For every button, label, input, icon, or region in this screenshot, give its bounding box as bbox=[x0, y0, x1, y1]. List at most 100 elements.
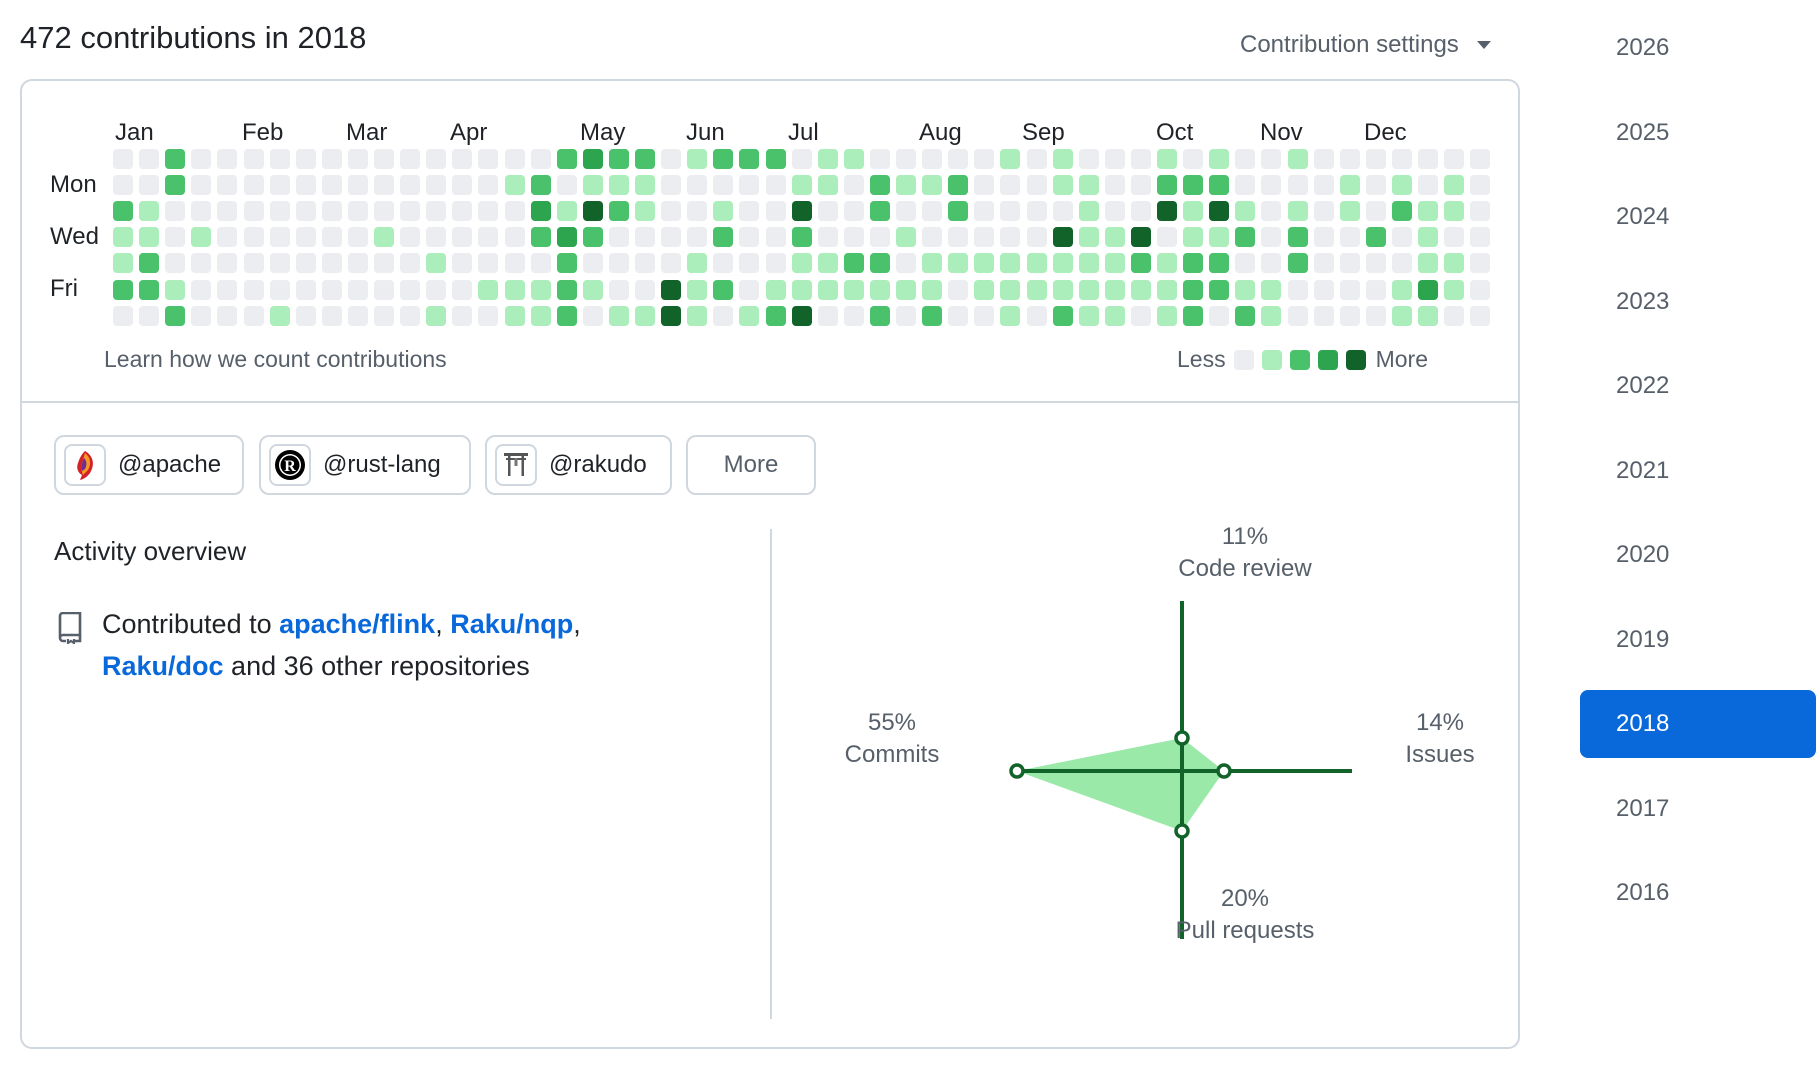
contribution-day[interactable] bbox=[531, 227, 551, 247]
contribution-day[interactable] bbox=[244, 175, 264, 195]
contribution-day[interactable] bbox=[452, 280, 472, 300]
contribution-day[interactable] bbox=[113, 201, 133, 221]
contribution-day[interactable] bbox=[1183, 280, 1203, 300]
contribution-day[interactable] bbox=[974, 227, 994, 247]
contribution-day[interactable] bbox=[113, 306, 133, 326]
contribution-day[interactable] bbox=[1157, 253, 1177, 273]
contribution-day[interactable] bbox=[348, 306, 368, 326]
contribution-day[interactable] bbox=[113, 280, 133, 300]
contribution-day[interactable] bbox=[217, 253, 237, 273]
contribution-day[interactable] bbox=[217, 201, 237, 221]
contribution-day[interactable] bbox=[661, 149, 681, 169]
contribution-day[interactable] bbox=[1105, 227, 1125, 247]
contribution-day[interactable] bbox=[766, 227, 786, 247]
contribution-day[interactable] bbox=[583, 149, 603, 169]
contribution-day[interactable] bbox=[322, 175, 342, 195]
contribution-day[interactable] bbox=[870, 280, 890, 300]
contribution-day[interactable] bbox=[1314, 227, 1334, 247]
repo-link-nqp[interactable]: Raku/nqp bbox=[450, 609, 574, 639]
contribution-day[interactable] bbox=[948, 149, 968, 169]
contribution-day[interactable] bbox=[426, 175, 446, 195]
contribution-day[interactable] bbox=[426, 306, 446, 326]
contribution-day[interactable] bbox=[348, 201, 368, 221]
contribution-day[interactable] bbox=[1183, 175, 1203, 195]
contribution-day[interactable] bbox=[1366, 149, 1386, 169]
contribution-day[interactable] bbox=[1183, 306, 1203, 326]
contribution-day[interactable] bbox=[270, 280, 290, 300]
contribution-day[interactable] bbox=[974, 175, 994, 195]
contribution-day[interactable] bbox=[1314, 306, 1334, 326]
contribution-day[interactable] bbox=[948, 227, 968, 247]
contribution-day[interactable] bbox=[1131, 253, 1151, 273]
contribution-day[interactable] bbox=[322, 227, 342, 247]
contribution-day[interactable] bbox=[583, 306, 603, 326]
contribution-day[interactable] bbox=[1209, 227, 1229, 247]
contribution-day[interactable] bbox=[1157, 175, 1177, 195]
contribution-day[interactable] bbox=[1314, 201, 1334, 221]
contribution-day[interactable] bbox=[1470, 280, 1490, 300]
contribution-day[interactable] bbox=[870, 149, 890, 169]
contribution-day[interactable] bbox=[139, 280, 159, 300]
contribution-day[interactable] bbox=[139, 306, 159, 326]
contribution-day[interactable] bbox=[165, 227, 185, 247]
contribution-day[interactable] bbox=[1314, 253, 1334, 273]
contribution-day[interactable] bbox=[1261, 306, 1281, 326]
contribution-day[interactable] bbox=[1157, 149, 1177, 169]
contribution-day[interactable] bbox=[1105, 201, 1125, 221]
contribution-day[interactable] bbox=[1340, 201, 1360, 221]
contribution-day[interactable] bbox=[1366, 227, 1386, 247]
contribution-day[interactable] bbox=[922, 149, 942, 169]
contribution-day[interactable] bbox=[1053, 280, 1073, 300]
contribution-day[interactable] bbox=[113, 227, 133, 247]
contribution-day[interactable] bbox=[1340, 306, 1360, 326]
contribution-day[interactable] bbox=[139, 175, 159, 195]
year-link-2019[interactable]: 2019 bbox=[1616, 625, 1670, 653]
contribution-day[interactable] bbox=[270, 253, 290, 273]
contribution-day[interactable] bbox=[635, 306, 655, 326]
contribution-day[interactable] bbox=[792, 306, 812, 326]
contribution-day[interactable] bbox=[1131, 175, 1151, 195]
contribution-day[interactable] bbox=[948, 253, 968, 273]
contribution-day[interactable] bbox=[1131, 306, 1151, 326]
contribution-day[interactable] bbox=[478, 175, 498, 195]
contribution-day[interactable] bbox=[400, 175, 420, 195]
contribution-day[interactable] bbox=[374, 280, 394, 300]
contribution-day[interactable] bbox=[1209, 149, 1229, 169]
contribution-day[interactable] bbox=[766, 149, 786, 169]
contribution-day[interactable] bbox=[113, 253, 133, 273]
contribution-day[interactable] bbox=[739, 253, 759, 273]
contribution-day[interactable] bbox=[922, 175, 942, 195]
contribution-day[interactable] bbox=[713, 280, 733, 300]
contribution-day[interactable] bbox=[478, 227, 498, 247]
contribution-day[interactable] bbox=[661, 306, 681, 326]
contribution-day[interactable] bbox=[687, 280, 707, 300]
contribution-day[interactable] bbox=[974, 253, 994, 273]
contribution-day[interactable] bbox=[1053, 175, 1073, 195]
contribution-day[interactable] bbox=[1314, 175, 1334, 195]
contribution-day[interactable] bbox=[244, 227, 264, 247]
contribution-day[interactable] bbox=[139, 201, 159, 221]
contribution-day[interactable] bbox=[1209, 280, 1229, 300]
contribution-day[interactable] bbox=[452, 149, 472, 169]
contribution-day[interactable] bbox=[531, 149, 551, 169]
contribution-day[interactable] bbox=[739, 149, 759, 169]
contribution-day[interactable] bbox=[766, 175, 786, 195]
contribution-day[interactable] bbox=[478, 149, 498, 169]
contribution-day[interactable] bbox=[1392, 175, 1412, 195]
contribution-day[interactable] bbox=[452, 253, 472, 273]
contribution-day[interactable] bbox=[687, 253, 707, 273]
contribution-day[interactable] bbox=[687, 149, 707, 169]
contribution-day[interactable] bbox=[1157, 306, 1177, 326]
contribution-day[interactable] bbox=[452, 201, 472, 221]
contribution-day[interactable] bbox=[739, 175, 759, 195]
org-filter-rust-lang[interactable]: R @rust-lang bbox=[259, 435, 471, 495]
contribution-day[interactable] bbox=[400, 306, 420, 326]
contribution-day[interactable] bbox=[1079, 201, 1099, 221]
contribution-day[interactable] bbox=[1392, 149, 1412, 169]
contribution-day[interactable] bbox=[870, 306, 890, 326]
contribution-day[interactable] bbox=[426, 253, 446, 273]
contribution-day[interactable] bbox=[191, 175, 211, 195]
contribution-day[interactable] bbox=[1470, 149, 1490, 169]
contribution-day[interactable] bbox=[896, 253, 916, 273]
contribution-day[interactable] bbox=[1470, 201, 1490, 221]
